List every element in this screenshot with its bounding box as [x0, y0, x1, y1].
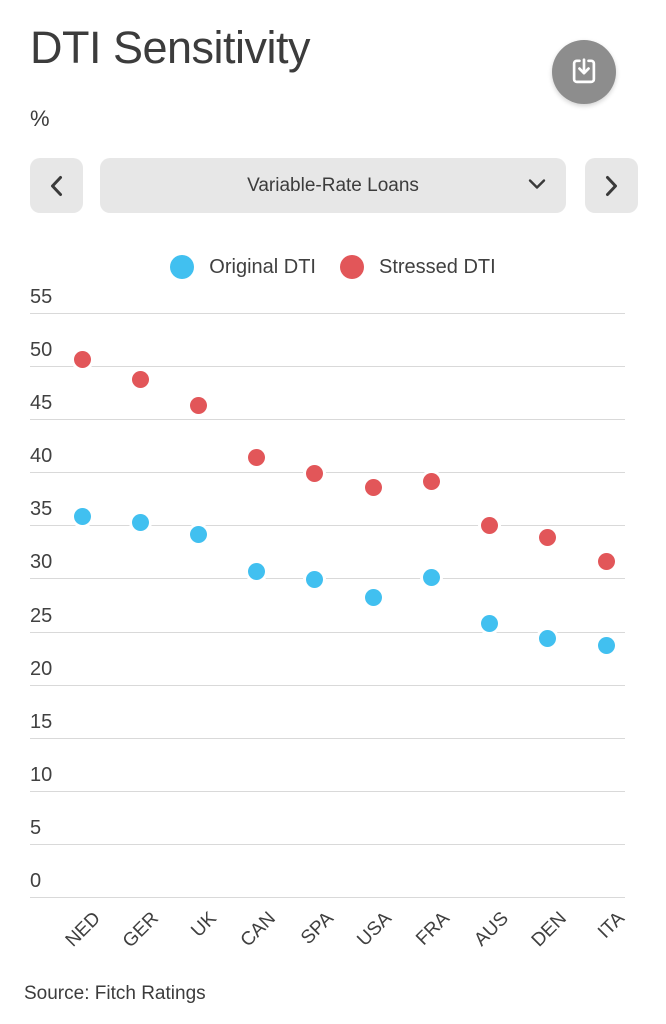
- point-original-dti-aus[interactable]: [481, 614, 499, 632]
- page-title: DTI Sensitivity: [30, 22, 311, 73]
- point-original-dti-ger[interactable]: [131, 513, 149, 531]
- point-stressed-dti-can[interactable]: [248, 448, 266, 466]
- gridline-y-10: [30, 790, 625, 792]
- gridline-y-30: [30, 578, 625, 580]
- y-tick-label-50: 50: [30, 339, 53, 361]
- legend-label: Stressed DTI: [379, 255, 496, 278]
- x-tick-label-aus: AUS: [469, 908, 513, 951]
- point-stressed-dti-ned[interactable]: [73, 351, 91, 369]
- y-axis-unit-label: %: [30, 106, 50, 131]
- gridline-y-0: [30, 897, 625, 898]
- source-attribution: Source: Fitch Ratings: [24, 983, 206, 1004]
- y-tick-label-5: 5: [30, 816, 42, 839]
- y-tick-label-35: 35: [30, 498, 53, 521]
- x-tick-label-ita: ITA: [594, 908, 629, 943]
- dataset-dropdown-value: Variable-Rate Loans: [247, 174, 419, 196]
- point-original-dti-den[interactable]: [539, 630, 557, 648]
- y-tick-label-25: 25: [30, 604, 53, 627]
- x-tick-label-ger: GER: [119, 908, 164, 952]
- chevron-down-icon: [528, 178, 546, 190]
- y-tick-label-40: 40: [30, 445, 53, 468]
- point-stressed-dti-ger[interactable]: [131, 371, 149, 389]
- download-button[interactable]: [552, 40, 616, 104]
- y-tick-label-10: 10: [30, 763, 53, 786]
- x-tick-label-spa: SPA: [297, 908, 338, 949]
- next-dataset-button[interactable]: [585, 158, 638, 213]
- gridline-y-40: [30, 472, 625, 474]
- y-tick-label-30: 30: [30, 551, 53, 574]
- legend-swatch-stressed-dti: [340, 255, 364, 279]
- x-tick-label-ned: NED: [61, 908, 105, 952]
- gridline-y-55: [30, 312, 625, 314]
- x-tick-label-fra: FRA: [412, 908, 455, 950]
- point-original-dti-fra[interactable]: [422, 568, 440, 586]
- gridline-y-50: [30, 366, 625, 367]
- chevron-right-icon: [605, 175, 618, 197]
- dataset-selector-row: Variable-Rate Loans: [0, 158, 666, 213]
- y-tick-label-15: 15: [30, 710, 53, 733]
- legend-label: Original DTI: [209, 255, 316, 278]
- point-stressed-dti-spa[interactable]: [306, 464, 324, 482]
- legend-swatch-original-dti: [170, 255, 195, 279]
- legend-item-original-dti: Original DTI: [170, 255, 316, 279]
- point-stressed-dti-aus[interactable]: [481, 516, 499, 534]
- download-tray-icon: [568, 56, 600, 88]
- previous-dataset-button[interactable]: [30, 158, 83, 213]
- x-tick-label-usa: USA: [353, 908, 396, 951]
- gridline-y-35: [30, 525, 625, 527]
- point-stressed-dti-den[interactable]: [539, 528, 557, 546]
- gridline-y-5: [30, 843, 625, 845]
- legend-item-stressed-dti: Stressed DTI: [340, 255, 496, 279]
- y-tick-label-55: 55: [30, 285, 53, 308]
- point-stressed-dti-ita[interactable]: [597, 552, 615, 570]
- point-original-dti-ned[interactable]: [73, 508, 91, 526]
- chart-legend: Original DTI Stressed DTI: [0, 252, 666, 282]
- gridline-y-20: [30, 684, 625, 686]
- y-tick-label-0: 0: [30, 870, 42, 892]
- x-tick-label-can: CAN: [236, 908, 280, 952]
- y-tick-label-45: 45: [30, 392, 53, 415]
- x-tick-label-uk: UK: [187, 908, 222, 942]
- gridline-y-45: [30, 419, 625, 421]
- point-stressed-dti-uk[interactable]: [189, 396, 207, 414]
- point-original-dti-uk[interactable]: [189, 526, 207, 544]
- point-original-dti-ita[interactable]: [597, 636, 615, 654]
- x-tick-label-den: DEN: [527, 908, 571, 952]
- gridline-y-15: [30, 737, 625, 739]
- point-original-dti-can[interactable]: [248, 562, 266, 580]
- chevron-left-icon: [50, 175, 63, 197]
- dataset-dropdown[interactable]: Variable-Rate Loans: [100, 158, 566, 213]
- point-stressed-dti-fra[interactable]: [422, 473, 440, 491]
- point-original-dti-spa[interactable]: [306, 571, 324, 588]
- point-original-dti-usa[interactable]: [364, 589, 382, 606]
- gridline-y-25: [30, 631, 625, 633]
- y-tick-label-20: 20: [30, 657, 53, 680]
- point-stressed-dti-usa[interactable]: [364, 478, 382, 496]
